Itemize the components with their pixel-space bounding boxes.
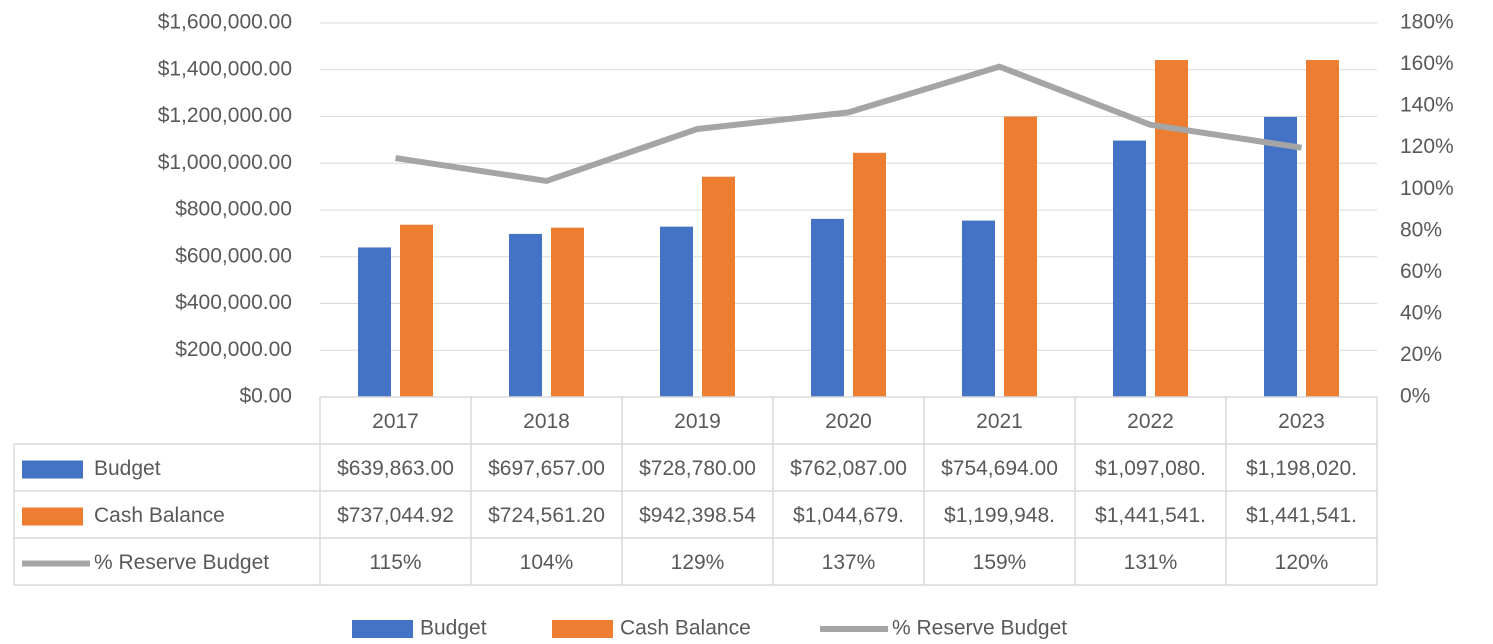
y-tick-label: $800,000.00 <box>175 198 292 221</box>
table-cell: $754,694.00 <box>941 457 1058 480</box>
table-cell: 104% <box>520 551 574 574</box>
y-tick-label: $1,400,000.00 <box>158 57 292 80</box>
table-row-label: Budget <box>94 457 161 480</box>
legend-label: Cash Balance <box>620 617 751 640</box>
y2-tick-label: 120% <box>1400 135 1454 158</box>
x-tick-label: 2019 <box>674 410 721 433</box>
table-cell: $1,199,948. <box>944 504 1055 527</box>
y-tick-label: $1,200,000.00 <box>158 104 292 127</box>
table-cell: $1,441,541. <box>1246 504 1357 527</box>
table-legend-key <box>22 507 83 526</box>
x-tick-label: 2020 <box>825 410 872 433</box>
table-cell: $762,087.00 <box>790 457 907 480</box>
table-cell: $1,044,679. <box>793 504 904 527</box>
bar <box>1113 140 1146 397</box>
y2-tick-label: 160% <box>1400 52 1454 75</box>
table-cell: $1,097,080. <box>1095 457 1206 480</box>
y2-tick-label: 140% <box>1400 94 1454 117</box>
bar <box>853 152 886 397</box>
y-tick-label: $200,000.00 <box>175 338 292 361</box>
bar <box>1264 116 1297 397</box>
y2-tick-label: 20% <box>1400 343 1442 366</box>
table-cell: 129% <box>671 551 725 574</box>
table-cell: 120% <box>1275 551 1329 574</box>
legend-label: % Reserve Budget <box>892 617 1067 640</box>
bar <box>702 176 735 397</box>
table-cell: 159% <box>973 551 1027 574</box>
legend-label: Budget <box>420 617 487 640</box>
table-cell: $1,441,541. <box>1095 504 1206 527</box>
y2-tick-label: 40% <box>1400 301 1442 324</box>
y-tick-label: $600,000.00 <box>175 244 292 267</box>
table-row-label: Cash Balance <box>94 504 225 527</box>
y-tick-label: $0.00 <box>239 385 292 408</box>
table-cell: $639,863.00 <box>337 457 454 480</box>
table-row-label: % Reserve Budget <box>94 551 269 574</box>
bar <box>1004 116 1037 398</box>
bar <box>811 218 844 397</box>
y-tick-label: $1,000,000.00 <box>158 151 292 174</box>
y2-tick-label: 60% <box>1400 260 1442 283</box>
x-tick-label: 2018 <box>523 410 570 433</box>
bar <box>400 224 433 397</box>
bar <box>358 247 391 397</box>
table-cell: $728,780.00 <box>639 457 756 480</box>
table-cell: 137% <box>822 551 876 574</box>
bar <box>660 226 693 397</box>
table-cell: $697,657.00 <box>488 457 605 480</box>
y2-tick-label: 100% <box>1400 177 1454 200</box>
bar <box>509 233 542 397</box>
y2-tick-label: 180% <box>1400 11 1454 34</box>
table-cell: $724,561.20 <box>488 504 605 527</box>
table-cell: $942,398.54 <box>639 504 756 527</box>
table-cell: 131% <box>1124 551 1178 574</box>
y2-tick-label: 80% <box>1400 218 1442 241</box>
bar <box>1306 60 1339 397</box>
x-tick-label: 2021 <box>976 410 1023 433</box>
x-tick-label: 2023 <box>1278 410 1325 433</box>
legend-key <box>552 620 613 638</box>
y-tick-label: $1,600,000.00 <box>158 11 292 34</box>
bar <box>551 227 584 397</box>
line <box>395 63 1302 184</box>
x-tick-label: 2022 <box>1127 410 1174 433</box>
y2-tick-label: 0% <box>1400 385 1430 408</box>
y-tick-label: $400,000.00 <box>175 291 292 314</box>
table-legend-key <box>22 460 83 479</box>
table-cell: $1,198,020. <box>1246 457 1357 480</box>
x-tick-label: 2017 <box>372 410 419 433</box>
table-cell: 115% <box>369 551 421 574</box>
legend-key <box>352 620 413 638</box>
bar <box>962 220 995 397</box>
bar <box>1155 60 1188 397</box>
table-cell: $737,044.92 <box>337 504 454 527</box>
